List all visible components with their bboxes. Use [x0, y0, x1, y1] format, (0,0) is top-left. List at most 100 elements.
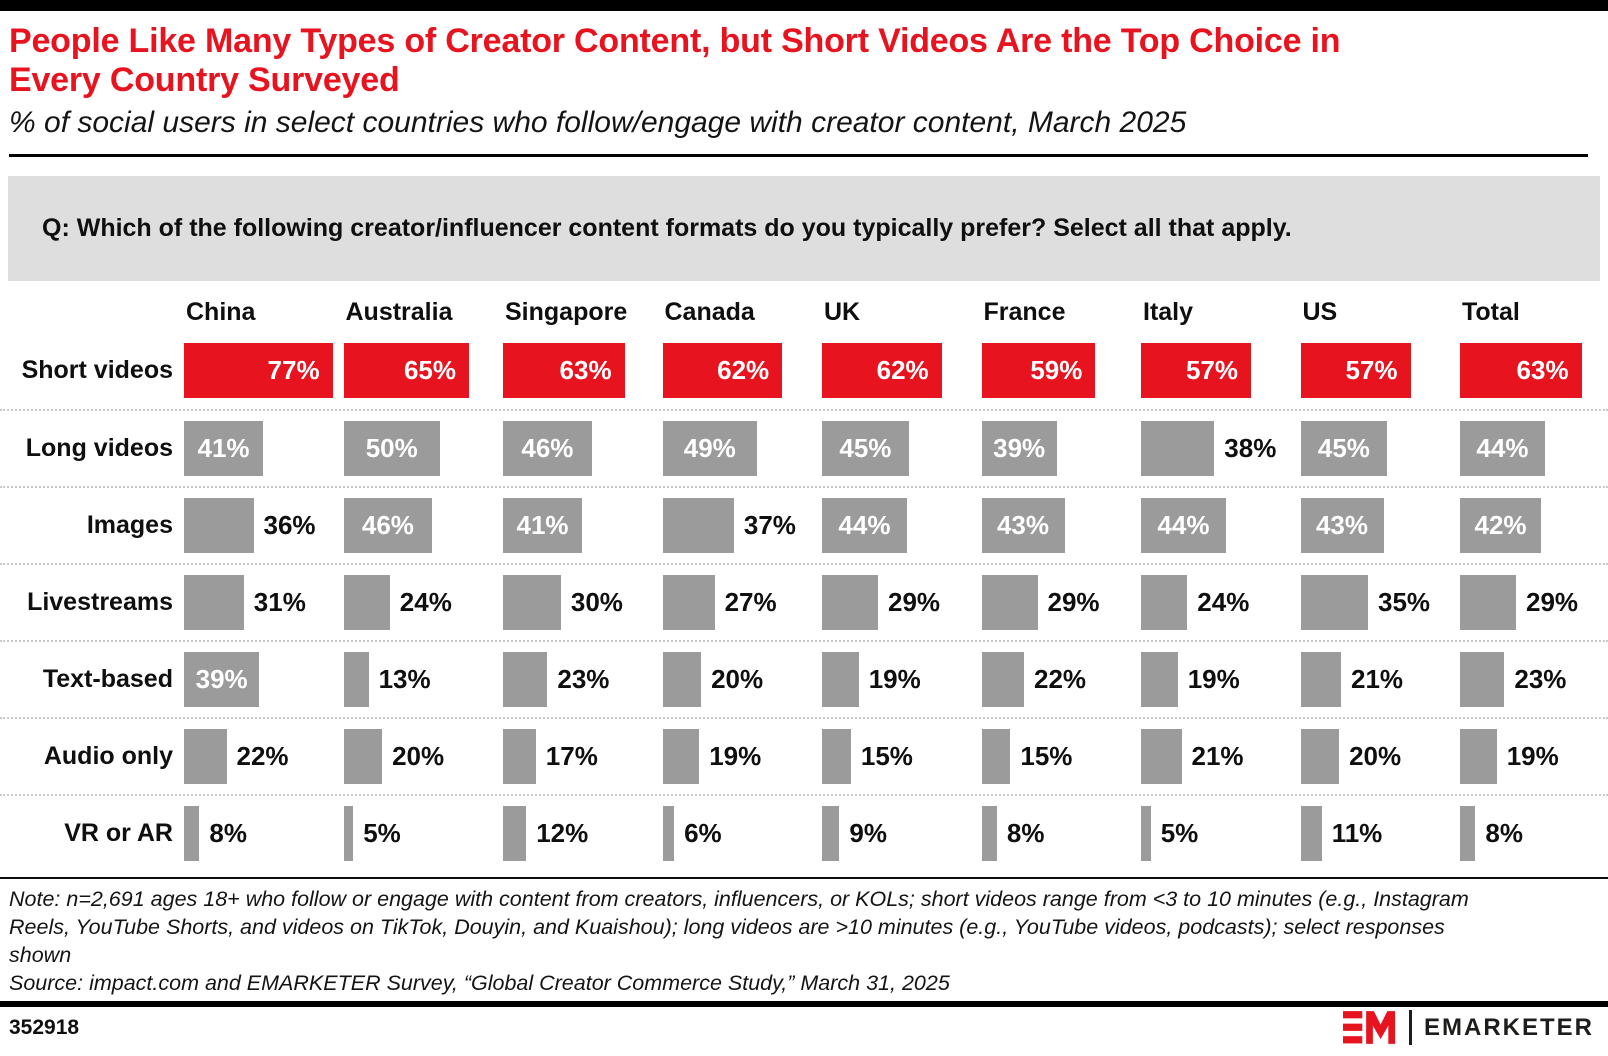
value-label: 37% — [743, 509, 796, 540]
bar-long-videos-us: 45% — [1300, 420, 1388, 476]
cell-short-videos-singapore: 63% — [503, 342, 663, 398]
value-label: 29% — [1047, 586, 1100, 617]
value-label: 9% — [849, 817, 887, 848]
cell-short-videos-france: 59% — [981, 342, 1142, 398]
bar-livestreams-uk — [822, 574, 878, 630]
bar-audio-only-canada — [662, 728, 700, 784]
cell-audio-only-france: 15% — [981, 728, 1142, 784]
value-label: 13% — [378, 663, 431, 694]
bar-images-france: 43% — [981, 497, 1065, 553]
bar-images-china — [184, 497, 254, 553]
cell-short-videos-australia: 65% — [343, 342, 504, 398]
cell-vr-or-ar-us: 11% — [1300, 805, 1461, 861]
column-header-australia: Australia — [345, 297, 453, 326]
cell-audio-only-singapore: 17% — [503, 728, 663, 784]
value-label: 19% — [1187, 663, 1240, 694]
cell-short-videos-china: 77% — [184, 342, 344, 398]
value-label: 29% — [1526, 586, 1579, 617]
column-header-uk: UK — [824, 297, 861, 326]
chart-title: People Like Many Types of Creator Conten… — [9, 22, 1341, 100]
cell-long-videos-uk: 45% — [822, 420, 982, 476]
value-label: 11% — [1331, 817, 1383, 848]
cell-images-total: 42% — [1460, 497, 1608, 553]
bar-audio-only-us — [1300, 728, 1340, 784]
value-label: 29% — [888, 586, 941, 617]
bar-long-videos-uk: 45% — [822, 420, 909, 476]
cell-vr-or-ar-italy: 5% — [1141, 805, 1301, 861]
value-label: 63% — [1516, 354, 1569, 385]
bar-livestreams-singapore — [503, 574, 561, 630]
bar-images-total: 42% — [1460, 497, 1542, 553]
value-label: 46% — [361, 509, 414, 540]
value-label: 19% — [709, 740, 762, 771]
value-label: 35% — [1378, 586, 1431, 617]
top-accent-bar — [0, 0, 1608, 11]
bar-short-videos-singapore: 63% — [503, 342, 625, 398]
bar-vr-or-ar-china — [184, 805, 200, 861]
value-label: 31% — [253, 586, 306, 617]
bar-livestreams-total — [1460, 574, 1516, 630]
cell-images-australia: 46% — [343, 497, 504, 553]
bar-audio-only-uk — [822, 728, 851, 784]
value-label: 62% — [876, 354, 929, 385]
cell-long-videos-australia: 50% — [343, 420, 504, 476]
bar-audio-only-total — [1460, 728, 1497, 784]
value-label: 21% — [1351, 663, 1404, 694]
source-text: Source: impact.com and EMARKETER Survey,… — [9, 970, 950, 995]
value-label: 22% — [1034, 663, 1087, 694]
cell-images-uk: 44% — [822, 497, 982, 553]
value-label: 30% — [570, 586, 623, 617]
cell-text-based-italy: 19% — [1141, 651, 1301, 707]
bar-vr-or-ar-italy — [1141, 805, 1151, 861]
cell-images-france: 43% — [981, 497, 1142, 553]
bar-livestreams-china — [184, 574, 244, 630]
bar-vr-or-ar-australia — [343, 805, 354, 861]
value-label: 20% — [392, 740, 445, 771]
row-label-livestreams: Livestreams — [27, 587, 173, 616]
cell-long-videos-italy: 38% — [1141, 420, 1301, 476]
value-label: 44% — [838, 509, 891, 540]
value-label: 45% — [839, 432, 892, 463]
chart-subtitle: % of social users in select countries wh… — [9, 105, 1187, 139]
cell-vr-or-ar-canada: 6% — [662, 805, 823, 861]
value-label: 46% — [521, 432, 574, 463]
value-label: 23% — [557, 663, 610, 694]
bar-text-based-canada — [662, 651, 702, 707]
value-label: 5% — [363, 817, 401, 848]
cell-livestreams-china: 31% — [184, 574, 344, 630]
chart-row-vr-or-ar: VR or AR 8% 5% 12% 6% 9% 8% 5% 11% 8% — [0, 793, 1608, 871]
cell-images-singapore: 41% — [503, 497, 663, 553]
value-label: 36% — [263, 509, 316, 540]
cell-livestreams-italy: 24% — [1141, 574, 1301, 630]
cell-text-based-total: 23% — [1460, 651, 1608, 707]
bar-livestreams-canada — [662, 574, 715, 630]
bar-text-based-uk — [822, 651, 859, 707]
bar-text-based-us — [1300, 651, 1341, 707]
cell-vr-or-ar-france: 8% — [981, 805, 1142, 861]
bar-images-uk: 44% — [822, 497, 907, 553]
bar-audio-only-china — [184, 728, 227, 784]
column-header-total: Total — [1462, 297, 1520, 326]
value-label: 8% — [1006, 817, 1045, 848]
em-logo-icon — [1342, 1011, 1396, 1045]
value-label: 41% — [516, 509, 569, 540]
chart-row-short-videos: Short videos 77% 65% 63% 62% 62% 59% 57% 57% 63% — [0, 332, 1608, 409]
cell-short-videos-canada: 62% — [662, 342, 823, 398]
value-label: 62% — [717, 354, 770, 385]
bar-long-videos-italy — [1141, 420, 1215, 476]
bar-long-videos-china: 41% — [184, 420, 264, 476]
value-label: 24% — [1197, 586, 1250, 617]
value-label: 12% — [536, 817, 589, 848]
cell-text-based-china: 39% — [184, 651, 344, 707]
note-text: Note: n=2,691 ages 18+ who follow or eng… — [9, 886, 1469, 967]
bar-long-videos-canada: 49% — [662, 420, 758, 476]
cell-long-videos-canada: 49% — [662, 420, 823, 476]
value-label: 63% — [559, 354, 612, 385]
country-header-row: China Australia Singapore Canada UK France Ita… — [0, 281, 1608, 332]
cell-short-videos-us: 57% — [1300, 342, 1461, 398]
cell-audio-only-canada: 19% — [662, 728, 823, 784]
value-label: 19% — [868, 663, 921, 694]
cell-livestreams-australia: 24% — [343, 574, 504, 630]
value-label: 20% — [1349, 740, 1402, 771]
bar-long-videos-france: 39% — [981, 420, 1057, 476]
